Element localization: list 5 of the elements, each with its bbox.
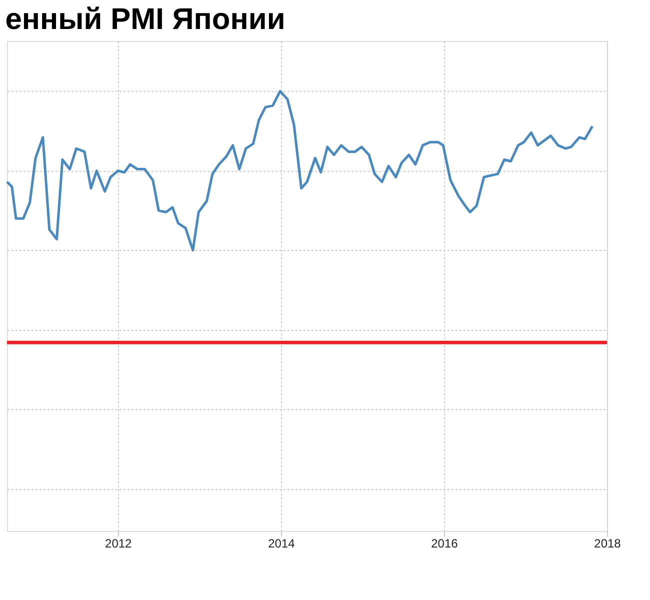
x-tick-label: 2016 xyxy=(431,536,458,550)
x-tick-label: 2014 xyxy=(268,536,296,550)
x-tick-label: 2012 xyxy=(105,536,132,550)
chart-title: енный PMI Японии xyxy=(5,3,286,36)
x-tick-label: 2018 xyxy=(594,536,622,550)
